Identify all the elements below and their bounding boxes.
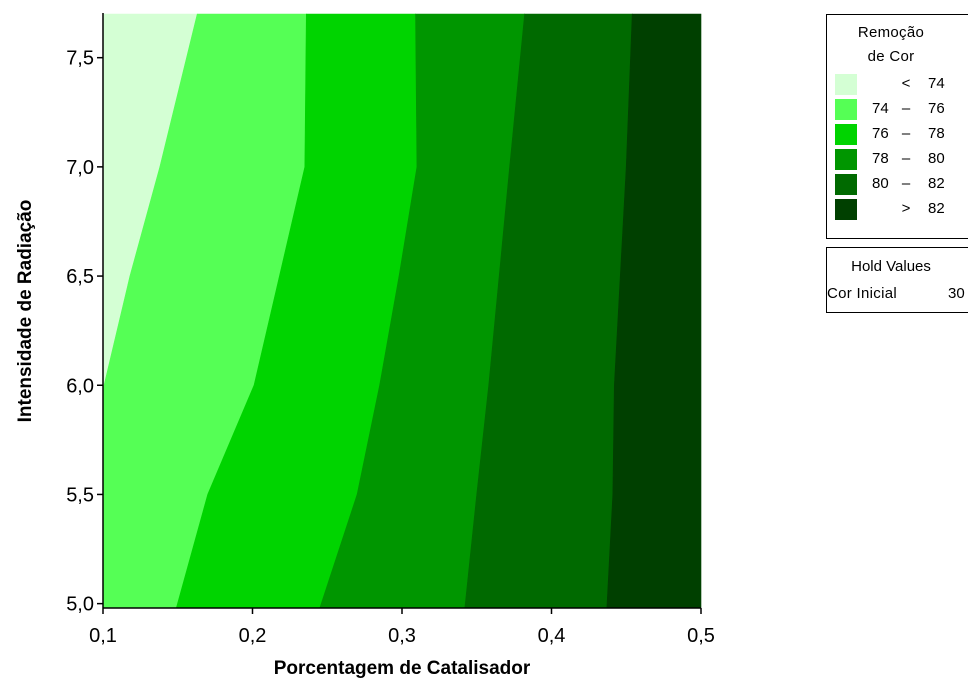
- y-tick-label: 7,0: [66, 157, 94, 179]
- legend-swatch: [835, 174, 857, 195]
- hold-values-value: 30: [948, 285, 965, 302]
- legend-range-operator: –: [901, 175, 911, 192]
- legend-swatch: [835, 199, 857, 220]
- legend: Remoção de Cor <74 74–76 76–78 78–80 80–82 >8…: [826, 14, 968, 239]
- legend-range-high: 82: [928, 200, 945, 217]
- legend-range-high: 74: [928, 75, 945, 92]
- legend-range-low: 74: [872, 100, 889, 117]
- legend-swatch: [835, 74, 857, 95]
- x-tick-label: 0,5: [687, 625, 715, 647]
- y-axis-label: Intensidade de Radiação: [15, 200, 36, 423]
- legend-swatch: [835, 149, 857, 170]
- legend-range-operator: >: [901, 200, 911, 217]
- legend-swatch: [835, 99, 857, 120]
- legend-row: 74–76: [835, 99, 968, 120]
- legend-row: 80–82: [835, 174, 968, 195]
- x-tick-label: 0,4: [538, 625, 566, 647]
- legend-row: >82: [835, 199, 968, 220]
- legend-swatch: [835, 124, 857, 145]
- x-tick-label: 0,2: [239, 625, 267, 647]
- legend-row: <74: [835, 74, 968, 95]
- y-tick-label: 6,0: [66, 375, 94, 397]
- x-tick-label: 0,1: [89, 625, 117, 647]
- legend-row: 76–78: [835, 124, 968, 145]
- legend-range-low: 76: [872, 125, 889, 142]
- legend-range-high: 76: [928, 100, 945, 117]
- legend-range-operator: –: [901, 150, 911, 167]
- hold-values-label: Cor Inicial: [827, 285, 897, 302]
- x-tick-label: 0,3: [388, 625, 416, 647]
- y-tick-label: 7,5: [66, 48, 94, 70]
- legend-row: 78–80: [835, 149, 968, 170]
- contour-region-5: [606, 13, 702, 609]
- legend-title-line1: Remoção: [857, 24, 925, 41]
- y-tick-label: 6,5: [66, 266, 94, 288]
- y-tick-label: 5,5: [66, 484, 94, 506]
- legend-range-high: 78: [928, 125, 945, 142]
- legend-range-high: 80: [928, 150, 945, 167]
- legend-range-low: 78: [872, 150, 889, 167]
- hold-values-box: Hold Values Cor Inicial 30: [826, 247, 968, 313]
- legend-range-operator: <: [901, 75, 911, 92]
- hold-values-title: Hold Values: [851, 258, 931, 275]
- x-axis-label: Porcentagem de Catalisador: [274, 658, 531, 679]
- legend-range-operator: –: [901, 125, 911, 142]
- legend-range-high: 82: [928, 175, 945, 192]
- y-tick-label: 5,0: [66, 594, 94, 616]
- legend-range-operator: –: [901, 100, 911, 117]
- legend-range-low: 80: [872, 175, 889, 192]
- legend-title-line2: de Cor: [867, 48, 915, 65]
